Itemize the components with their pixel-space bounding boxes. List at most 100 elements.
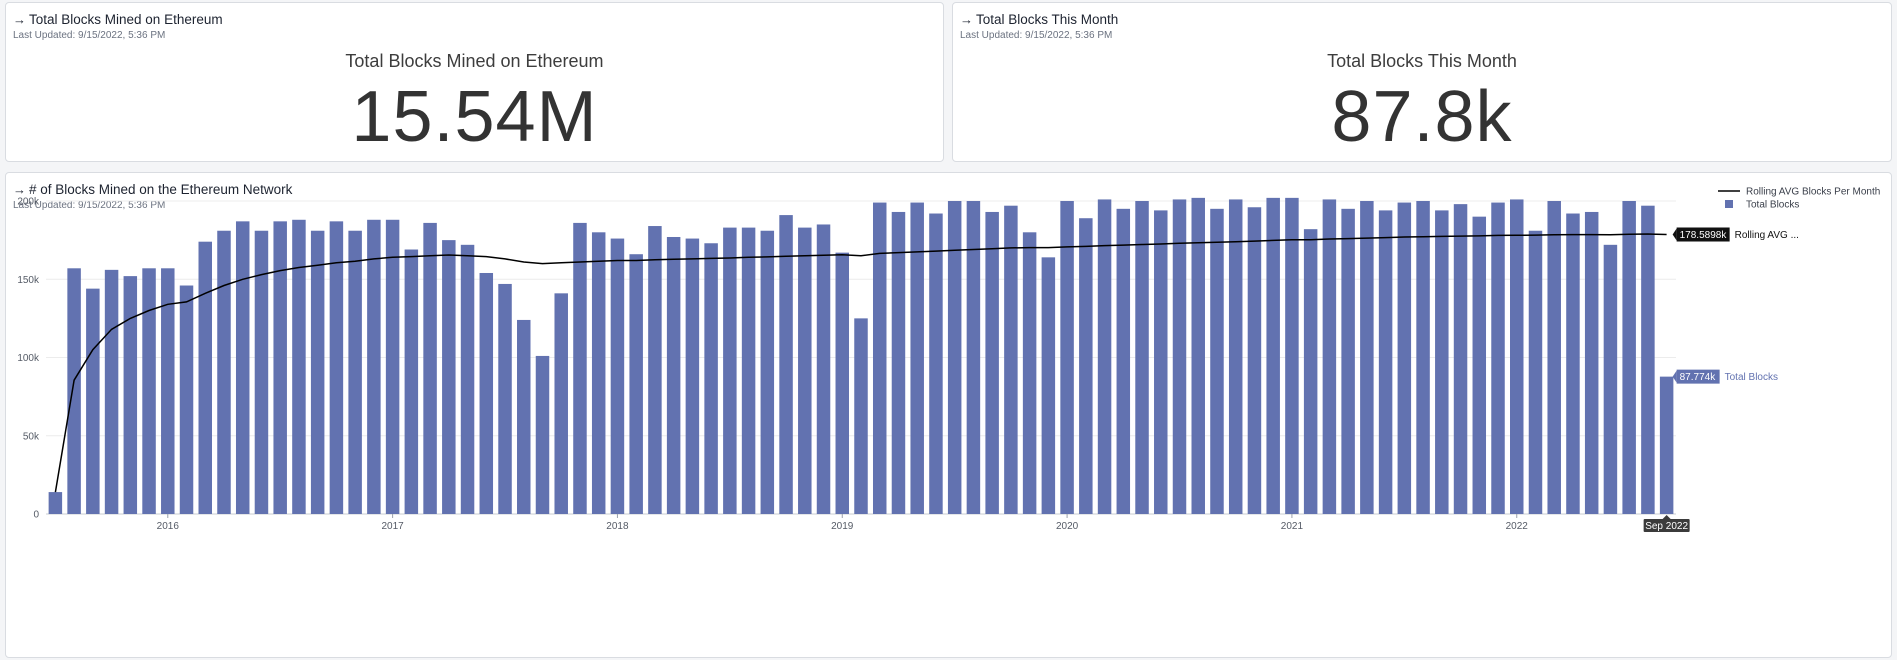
- line-end-name: Rolling AVG ...: [1735, 230, 1799, 241]
- bar: [1566, 213, 1580, 514]
- bar: [367, 219, 381, 514]
- bar: [1154, 210, 1168, 514]
- bar: [1659, 376, 1674, 514]
- hover-x-pointer: [1662, 515, 1671, 519]
- line-end-tag-pointer: [1672, 228, 1677, 241]
- bar: [179, 285, 194, 514]
- bar: [104, 269, 119, 514]
- bar: [1416, 201, 1430, 514]
- bar: [741, 227, 756, 515]
- bar: [872, 202, 887, 514]
- bar: [798, 227, 812, 515]
- bar: [161, 268, 175, 514]
- bar: [591, 232, 606, 515]
- bar: [910, 202, 924, 514]
- bar: [1097, 199, 1112, 514]
- bar-end-name: Total Blocks: [1725, 372, 1778, 383]
- bar: [310, 230, 325, 515]
- bar: [891, 211, 906, 514]
- bar: [1285, 197, 1299, 514]
- bar: [404, 249, 419, 514]
- bar: [385, 219, 400, 514]
- bar: [123, 276, 138, 514]
- kpi-card-blocks-this-month: → Total Blocks This Month Last Updated: 9…: [952, 2, 1892, 162]
- bar: [479, 272, 494, 514]
- bar: [1191, 197, 1205, 514]
- bar: [1266, 197, 1280, 514]
- bar: [704, 243, 718, 514]
- bar: [1491, 202, 1505, 514]
- bar: [48, 492, 63, 514]
- bar: [1528, 230, 1543, 515]
- bar: [1641, 205, 1655, 514]
- card-title-text: # of Blocks Mined on the Ethereum Networ…: [29, 182, 293, 197]
- bar: [629, 254, 643, 514]
- bar: [517, 319, 531, 514]
- bar: [554, 293, 568, 514]
- y-tick-label: 100k: [17, 353, 40, 364]
- x-tick-label: 2017: [381, 521, 404, 532]
- bar-end-tag: [1676, 369, 1720, 384]
- bar: [1341, 208, 1355, 514]
- card-title-text: Total Blocks This Month: [976, 12, 1119, 27]
- legend-item-rolling-avg: Rolling AVG Blocks Per Month: [1746, 187, 1880, 198]
- arrow-right-icon: →: [960, 12, 973, 27]
- card-title[interactable]: → Total Blocks This Month: [960, 12, 1118, 27]
- bar: [1435, 210, 1449, 514]
- card-header: → Total Blocks This Month Last Updated: 9…: [960, 12, 1118, 41]
- bar: [348, 230, 362, 515]
- bar: [442, 240, 456, 514]
- x-tick-label: 2016: [157, 521, 180, 532]
- rolling-avg-line: [54, 233, 1667, 493]
- bar: [423, 222, 437, 514]
- bar: [1622, 201, 1636, 514]
- card-title-text: Total Blocks Mined on Ethereum: [29, 12, 223, 27]
- kpi-value: 15.54M: [351, 77, 598, 157]
- bar: [1135, 201, 1149, 514]
- bar: [779, 215, 793, 514]
- x-tick-label: 2022: [1506, 521, 1529, 532]
- last-updated: Last Updated: 9/15/2022, 5:36 PM: [960, 30, 1113, 41]
- arrow-right-icon: →: [13, 182, 26, 197]
- bar: [1060, 201, 1074, 514]
- bar: [573, 222, 587, 514]
- bar: [929, 213, 943, 514]
- bar: [1172, 199, 1187, 514]
- card-header: → # of Blocks Mined on the Ethereum Netwo…: [13, 182, 292, 211]
- bar: [1022, 232, 1037, 515]
- bar: [1322, 199, 1337, 514]
- bar: [67, 268, 81, 514]
- card-header: → Total Blocks Mined on Ethereum Last Upd…: [13, 12, 223, 41]
- bar-end-value: 87.774k: [1680, 372, 1717, 383]
- bar: [198, 241, 212, 514]
- bar: [1397, 202, 1412, 514]
- y-tick-label: 150k: [17, 275, 40, 286]
- bar: [460, 244, 475, 514]
- last-updated: Last Updated: 9/15/2022, 5:36 PM: [13, 30, 166, 41]
- y-tick-label: 0: [33, 510, 39, 521]
- blocks-mined-chart[interactable]: 200k 150k 100k 50k 0 2016 2017 2018 2019 2020 2021…: [6, 173, 1891, 657]
- bar: [1510, 199, 1524, 514]
- chart-card-blocks-mined: → # of Blocks Mined on the Ethereum Netwo…: [5, 172, 1892, 658]
- kpi-card-total-blocks: → Total Blocks Mined on Ethereum Last Upd…: [5, 2, 944, 162]
- bar: [329, 221, 344, 514]
- bar-end-tag-pointer: [1672, 370, 1677, 383]
- line-end-tag: [1676, 227, 1730, 242]
- bar: [254, 230, 269, 515]
- y-tick-label: 50k: [23, 431, 40, 442]
- card-title[interactable]: → Total Blocks Mined on Ethereum: [13, 12, 223, 27]
- hover-x-label: Sep 2022: [1645, 521, 1688, 532]
- bar: [1004, 205, 1018, 514]
- bar: [966, 201, 981, 514]
- legend-item-total-blocks: Total Blocks: [1746, 200, 1799, 211]
- bar: [1453, 204, 1468, 514]
- card-title[interactable]: → # of Blocks Mined on the Ethereum Netwo…: [13, 182, 292, 197]
- bar: [760, 230, 775, 515]
- bar: [142, 268, 156, 514]
- bar: [498, 283, 512, 514]
- bar: [1303, 229, 1318, 515]
- arrow-right-icon: →: [13, 12, 26, 27]
- square-swatch-icon: [1725, 200, 1733, 208]
- bar: [947, 201, 962, 514]
- line-end-value: 178.5898k: [1680, 230, 1728, 241]
